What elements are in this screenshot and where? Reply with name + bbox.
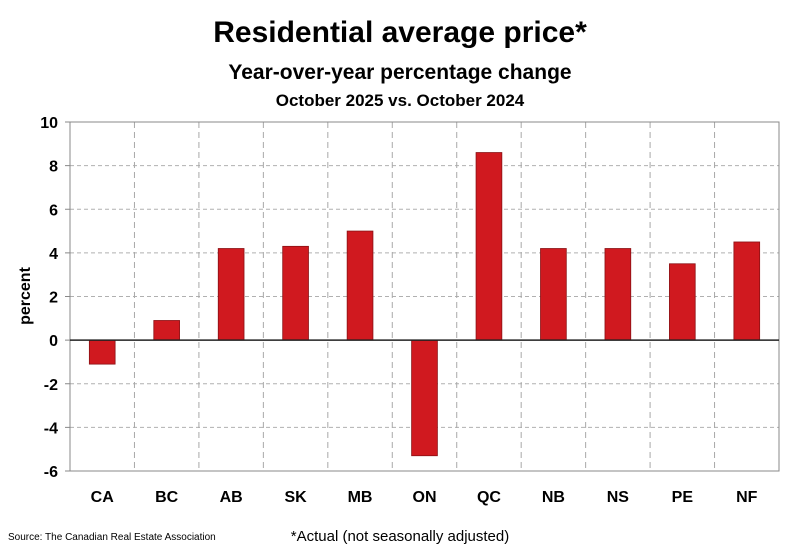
x-tick-label: SK — [284, 489, 307, 506]
y-tick-label: 2 — [49, 290, 58, 307]
x-tick-label: NF — [736, 489, 758, 506]
x-tick-label: NS — [607, 489, 630, 506]
chart-period: October 2025 vs. October 2024 — [276, 91, 525, 110]
x-tick-label: PE — [672, 489, 694, 506]
bar-on — [411, 339, 438, 457]
footnote: *Actual (not seasonally adjusted) — [291, 528, 509, 545]
bar-ab — [217, 248, 245, 341]
x-tick-label: QC — [477, 489, 501, 506]
bar-bc — [153, 320, 180, 341]
x-tick-label: BC — [155, 489, 179, 506]
bar-pe — [669, 263, 696, 341]
y-tick-label: 6 — [49, 202, 58, 219]
chart-subtitle: Year-over-year percentage change — [228, 61, 571, 84]
y-tick-label: -2 — [44, 377, 58, 394]
y-tick-label: -4 — [44, 420, 58, 437]
y-tick-label: 8 — [49, 159, 58, 176]
y-axis-label: percent — [17, 266, 34, 324]
bar-ca — [88, 339, 116, 365]
bar-nb — [540, 248, 567, 341]
y-tick-label: -6 — [44, 464, 58, 481]
y-tick-label: 0 — [49, 333, 58, 350]
x-tick-label: NB — [542, 489, 565, 506]
bar-mb — [346, 230, 374, 341]
x-tick-label: ON — [413, 489, 437, 506]
source-note: Source: The Canadian Real Estate Associa… — [8, 532, 216, 543]
x-tick-label: MB — [348, 489, 373, 506]
x-tick-label: AB — [220, 489, 243, 506]
bar-nf — [733, 241, 761, 341]
bar-sk — [282, 245, 309, 341]
plot-frame — [69, 121, 780, 472]
bar-ns — [604, 248, 632, 341]
y-tick-label: 10 — [40, 115, 58, 132]
bar-qc — [475, 152, 503, 341]
x-tick-label: CA — [91, 489, 115, 506]
y-tick-label: 4 — [49, 246, 58, 263]
chart-title: Residential average price* — [213, 16, 587, 49]
